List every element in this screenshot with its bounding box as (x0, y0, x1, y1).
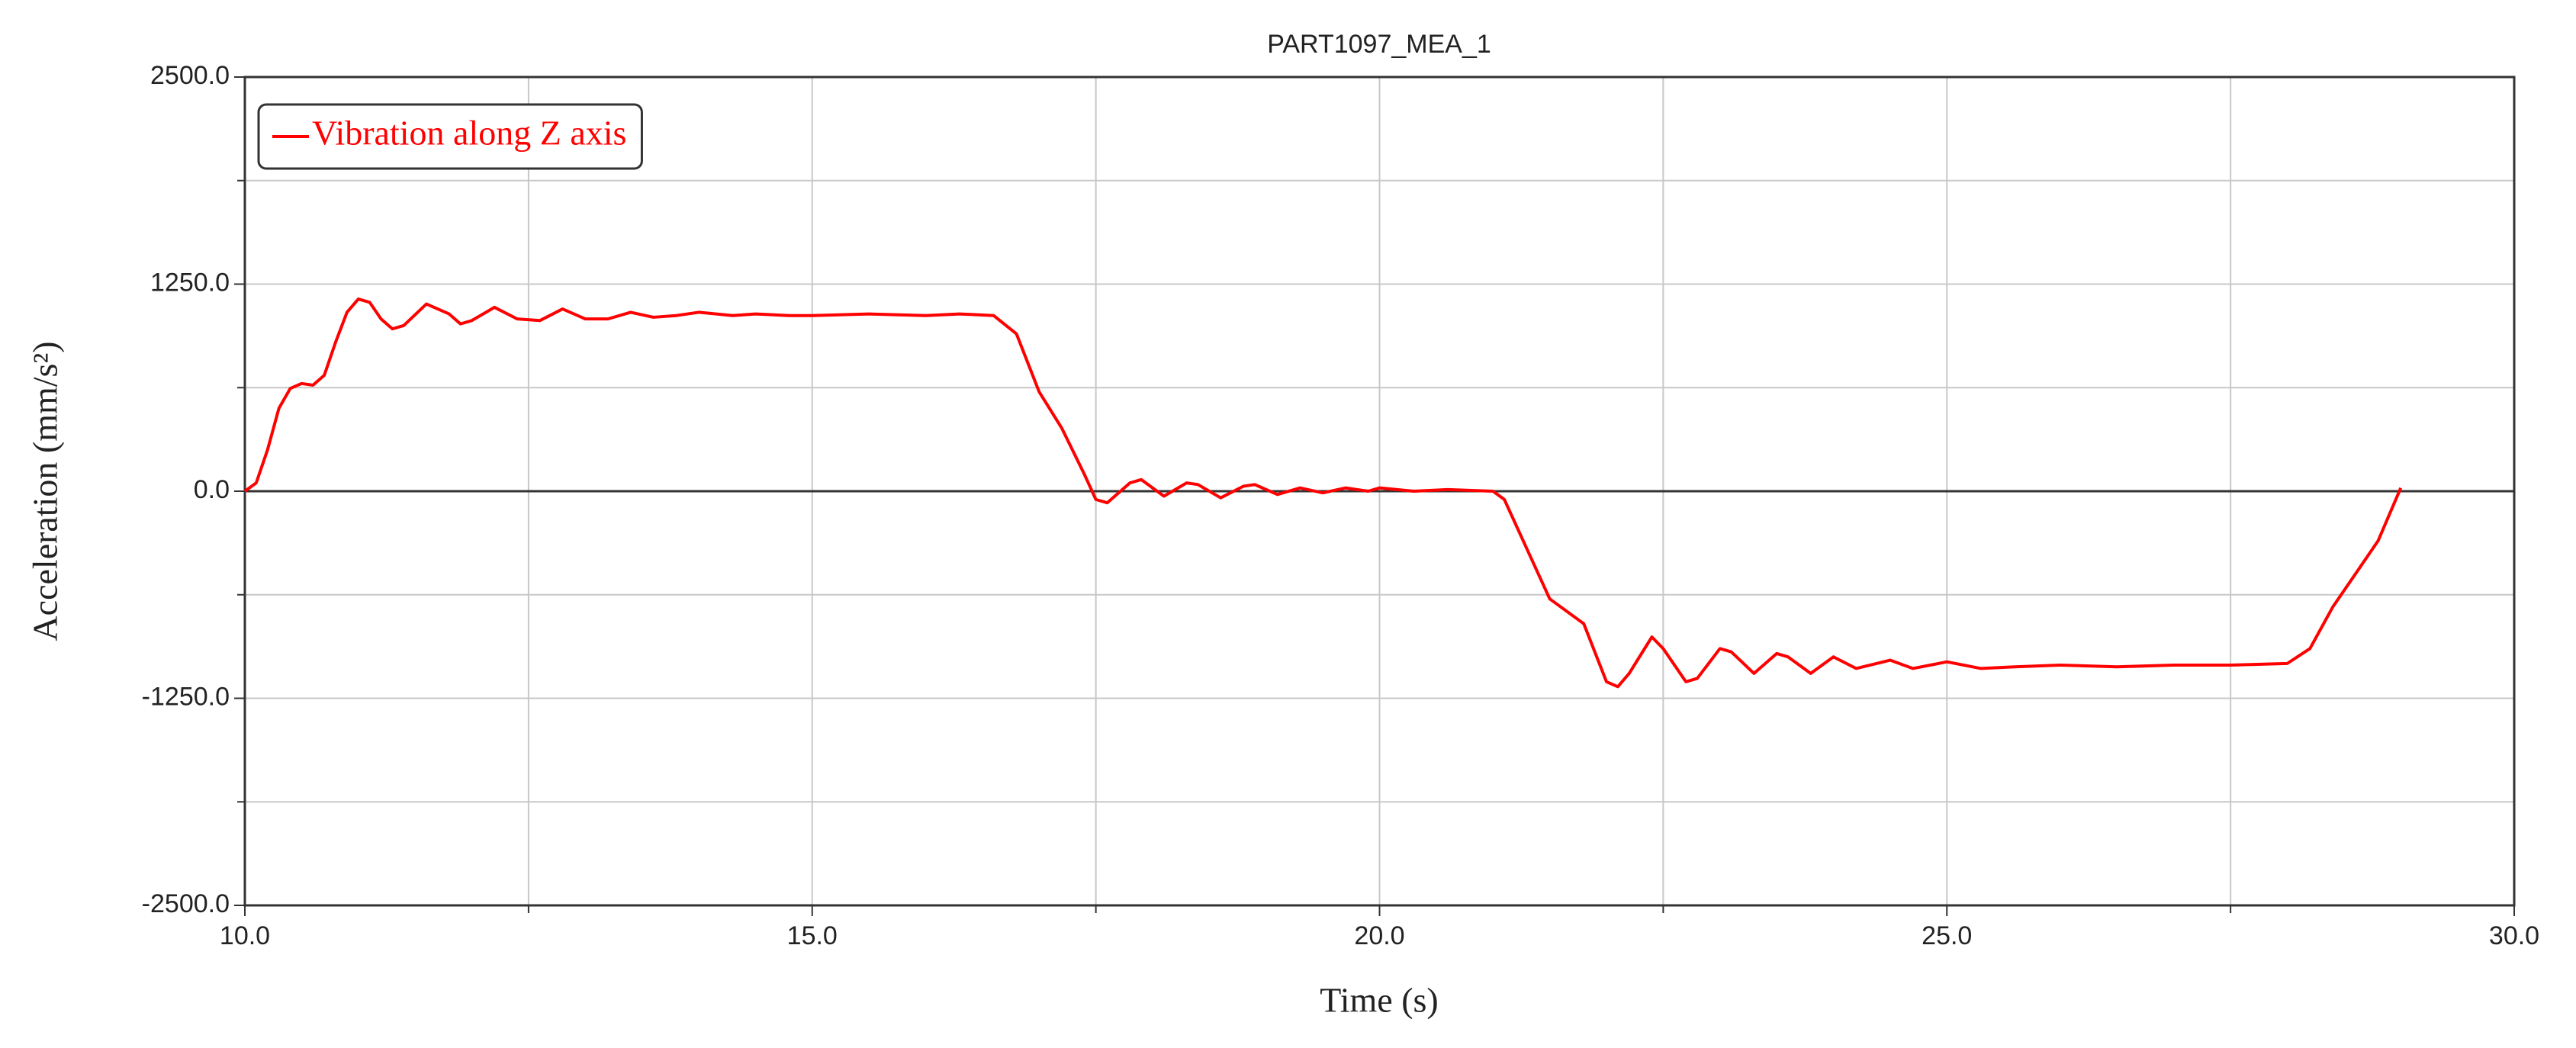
legend-box (257, 103, 643, 170)
x-tick-label: 15.0 (787, 921, 838, 950)
y-tick-label: 2500.0 (150, 61, 230, 90)
legend: Vibration along Z axis (257, 103, 643, 170)
x-tick-label: 30.0 (2489, 921, 2539, 950)
x-tick-label: 10.0 (220, 921, 270, 950)
x-axis-label: Time (s) (1320, 981, 1439, 1020)
y-tick-label: -1250.0 (142, 682, 230, 711)
y-tick-label: 0.0 (194, 475, 230, 504)
chart-title: PART1097_MEA_1 (1267, 30, 1491, 59)
y-axis-label: Acceleration (mm/s²) (26, 341, 65, 641)
y-tick-label: -2500.0 (142, 889, 230, 918)
y-tick-label: 1250.0 (150, 268, 230, 297)
data-line (243, 297, 2403, 689)
x-tick-label: 20.0 (1354, 921, 1404, 950)
x-tick-label: 25.0 (1922, 921, 1972, 950)
legend-label: Vibration along Z axis (312, 114, 626, 153)
